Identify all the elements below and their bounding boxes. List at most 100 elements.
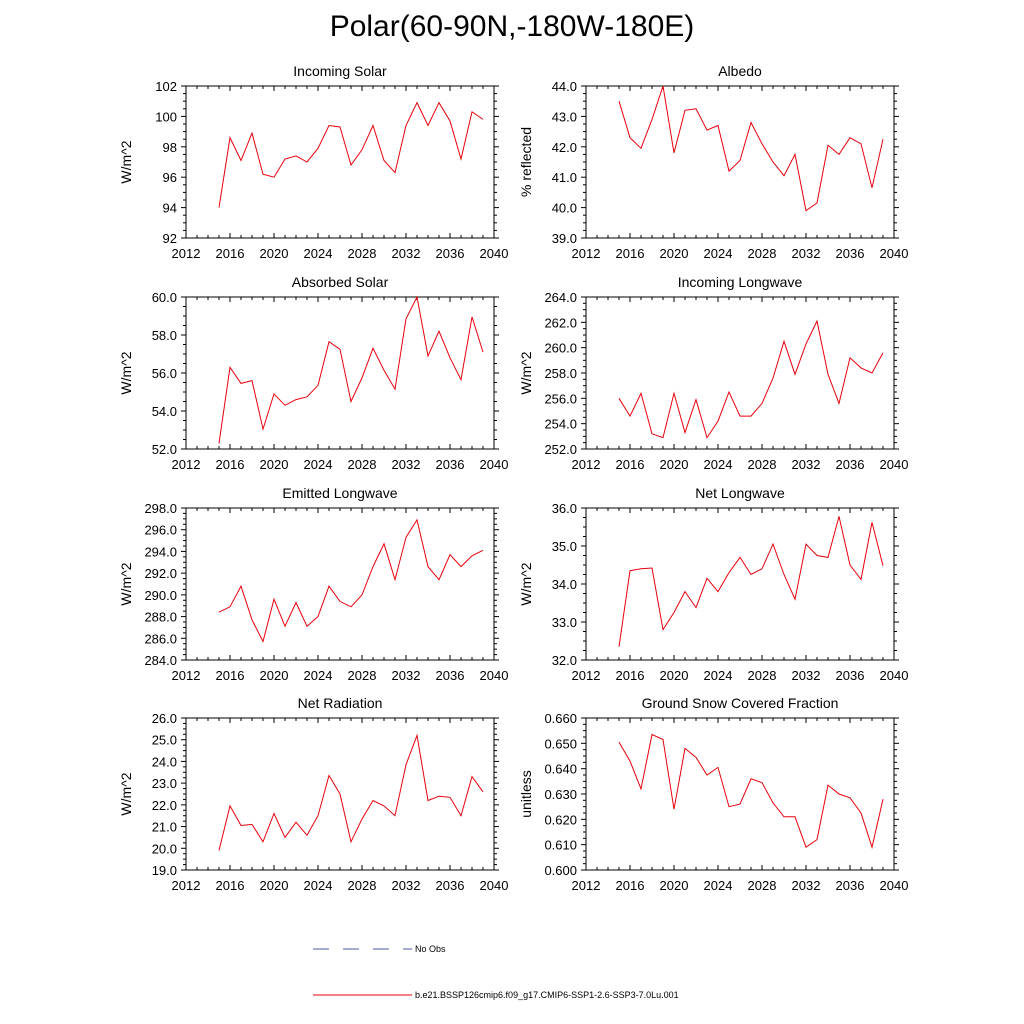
- x-tick-label: 2028: [348, 668, 377, 683]
- y-tick-label: 25.0: [152, 733, 177, 748]
- series-line: [218, 733, 484, 851]
- chart-panel: Incoming Longwave W/m^2 2012 2016 2020 2024 20…: [518, 274, 908, 472]
- y-tick-label: 260.0: [544, 341, 577, 356]
- y-tick-label: 60.0: [152, 290, 177, 305]
- x-tick-label: 2016: [616, 668, 645, 683]
- y-tick-label: 298.0: [144, 501, 177, 516]
- x-tick-label: 2036: [836, 457, 865, 472]
- chart-panel: Net Radiation W/m^2 2012 2016 2020 2024 2028 20…: [118, 695, 508, 893]
- y-tick-label: 94: [163, 201, 177, 216]
- y-tick-label: 44.0: [552, 79, 577, 94]
- y-tick-label: 102: [155, 79, 177, 94]
- y-axis-label: W/m^2: [118, 140, 134, 183]
- x-tick-label: 2024: [704, 668, 733, 683]
- series-line: [618, 733, 884, 850]
- panel-title: Albedo: [718, 63, 762, 79]
- legend-model-label: b.e21.BSSP126cmip6.f09_g17.CMIP6-SSP1-2.…: [415, 990, 679, 1000]
- chart-panel: Emitted Longwave W/m^2 2012 2016 2020 2024 202…: [118, 485, 508, 683]
- x-tick-label: 2024: [704, 457, 733, 472]
- x-tick-label: 2040: [880, 457, 909, 472]
- y-tick-label: 42.0: [552, 140, 577, 155]
- legend: No Obs b.e21.BSSP126cmip6.f09_g17.CMIP6-…: [313, 944, 679, 1000]
- y-axis-label: W/m^2: [118, 772, 134, 815]
- series-line: [218, 295, 484, 444]
- x-tick-label: 2012: [172, 246, 201, 261]
- x-tick-label: 2020: [260, 457, 289, 472]
- y-tick-label: 0.660: [544, 711, 577, 726]
- chart-panel: Incoming Solar W/m^2 2012 2016 2020 2024 2028 2…: [118, 63, 508, 261]
- y-tick-label: 54.0: [152, 404, 177, 419]
- plot-frame: [185, 296, 495, 450]
- x-tick-label: 2040: [880, 668, 909, 683]
- y-tick-label: 58.0: [152, 328, 177, 343]
- x-tick-label: 2036: [436, 246, 465, 261]
- chart-panel: Albedo % reflected 2012 2016 2020 2024 2028 203…: [518, 63, 908, 261]
- panel-title: Emitted Longwave: [282, 485, 397, 501]
- y-tick-label: 100: [155, 109, 177, 124]
- x-tick-label: 2040: [480, 878, 509, 893]
- y-tick-label: 36.0: [552, 501, 577, 516]
- y-tick-label: 21.0: [152, 820, 177, 835]
- x-tick-label: 2028: [348, 878, 377, 893]
- y-tick-label: 20.0: [152, 841, 177, 856]
- y-tick-label: 286.0: [144, 631, 177, 646]
- x-tick-label: 2024: [304, 878, 333, 893]
- page-title: Polar(60-90N,-180W-180E): [329, 10, 695, 43]
- x-tick-label: 2020: [660, 457, 689, 472]
- x-tick-label: 2012: [572, 457, 601, 472]
- y-tick-label: 40.0: [552, 201, 577, 216]
- y-tick-label: 56.0: [152, 366, 177, 381]
- panel-title: Incoming Longwave: [678, 274, 803, 290]
- x-tick-label: 2020: [260, 246, 289, 261]
- y-tick-label: 98: [163, 140, 177, 155]
- y-tick-label: 33.0: [552, 615, 577, 630]
- y-tick-label: 0.640: [544, 762, 577, 777]
- x-tick-label: 2028: [748, 246, 777, 261]
- y-tick-label: 290.0: [144, 588, 177, 603]
- y-tick-label: 258.0: [544, 366, 577, 381]
- x-tick-label: 2036: [836, 246, 865, 261]
- y-tick-label: 0.630: [544, 787, 577, 802]
- plot-frame: [585, 507, 895, 661]
- series-line: [618, 85, 884, 212]
- x-tick-label: 2020: [260, 668, 289, 683]
- y-tick-label: 264.0: [544, 290, 577, 305]
- y-tick-label: 0.600: [544, 863, 577, 878]
- plot-frame: [185, 85, 495, 239]
- plot-frame: [585, 85, 895, 239]
- y-axis-label: W/m^2: [518, 351, 534, 394]
- panel-title: Absorbed Solar: [292, 274, 389, 290]
- x-tick-label: 2040: [880, 246, 909, 261]
- y-tick-label: 256.0: [544, 391, 577, 406]
- y-tick-label: 92: [163, 231, 177, 246]
- x-tick-label: 2016: [216, 457, 245, 472]
- chart-panel: Net Longwave W/m^2 2012 2016 2020 2024 2028 203…: [518, 485, 908, 683]
- y-tick-label: 0.610: [544, 838, 577, 853]
- series-line: [618, 319, 884, 439]
- x-tick-label: 2036: [436, 457, 465, 472]
- x-tick-label: 2024: [704, 878, 733, 893]
- y-tick-label: 52.0: [152, 442, 177, 457]
- x-tick-label: 2012: [572, 668, 601, 683]
- y-tick-label: 43.0: [552, 109, 577, 124]
- x-tick-label: 2012: [172, 668, 201, 683]
- x-tick-label: 2032: [792, 457, 821, 472]
- y-tick-label: 0.620: [544, 812, 577, 827]
- x-tick-label: 2016: [616, 457, 645, 472]
- series-line: [218, 518, 484, 643]
- x-tick-label: 2032: [392, 457, 421, 472]
- y-tick-label: 24.0: [152, 754, 177, 769]
- x-tick-label: 2028: [348, 457, 377, 472]
- y-tick-label: 292.0: [144, 566, 177, 581]
- panel-title: Ground Snow Covered Fraction: [642, 695, 839, 711]
- x-tick-label: 2016: [216, 878, 245, 893]
- x-tick-label: 2012: [172, 457, 201, 472]
- panel-title: Net Radiation: [298, 695, 383, 711]
- x-tick-label: 2024: [704, 246, 733, 261]
- x-tick-label: 2032: [392, 246, 421, 261]
- x-tick-label: 2040: [480, 457, 509, 472]
- y-tick-label: 41.0: [552, 170, 577, 185]
- y-tick-label: 0.650: [544, 736, 577, 751]
- panel-title: Net Longwave: [695, 485, 785, 501]
